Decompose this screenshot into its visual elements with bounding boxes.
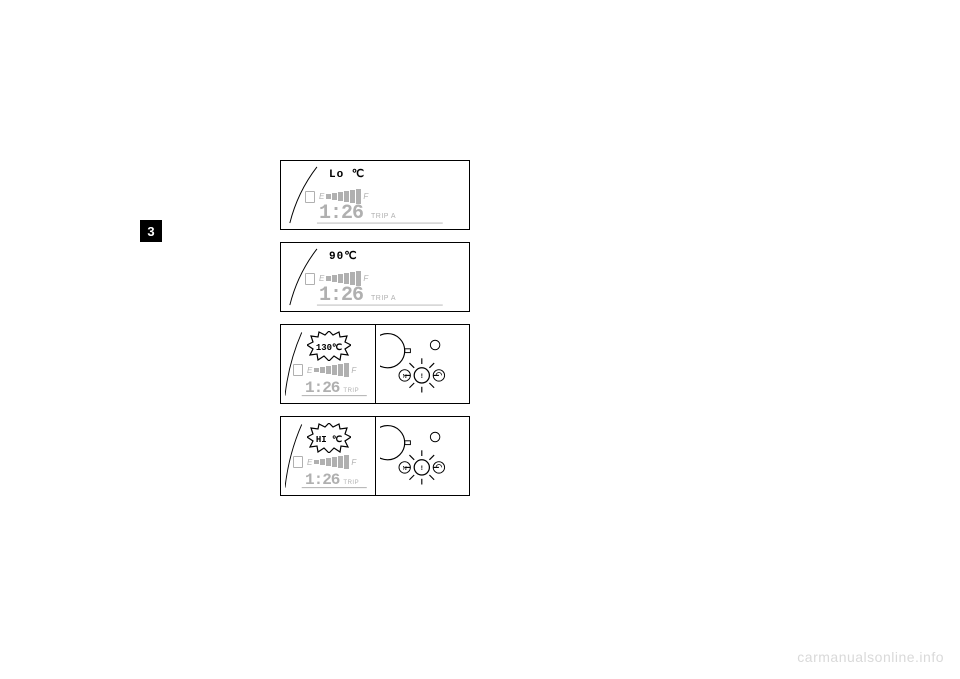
fuel-full-label: F	[351, 366, 356, 375]
fuel-bar	[314, 368, 319, 372]
trip-label: TRIP A	[371, 213, 396, 220]
lcd-panel-130-warning: 130℃ E F 1:26 TRIP	[280, 324, 470, 404]
warning-burst-icon: HI ℃	[307, 423, 351, 453]
fuel-bar	[344, 273, 349, 284]
chapter-number: 3	[147, 224, 154, 239]
fuel-bar	[326, 366, 331, 374]
fuel-pump-icon	[293, 364, 303, 376]
fuel-bar	[338, 364, 343, 376]
gauge-cluster-svg: ! N	[380, 421, 466, 491]
neutral-letter: N	[402, 466, 406, 472]
fuel-pump-icon	[293, 456, 303, 468]
fuel-full-label: F	[351, 458, 356, 467]
main-gauge-icon	[380, 426, 405, 460]
fuel-pump-icon	[305, 273, 315, 285]
fuel-bar	[326, 458, 331, 466]
fuel-bar	[320, 367, 325, 373]
fuel-bar	[332, 193, 337, 200]
svg-text:!: !	[420, 465, 422, 472]
clock-row: 1:26 TRIP A	[319, 284, 396, 307]
clock-row: 1:26 TRIP	[305, 471, 359, 489]
neutral-letter: N	[402, 374, 406, 380]
lcd-content: 90℃ E F 1:26 TRIP A	[287, 247, 463, 307]
burst-text: 130℃	[316, 342, 342, 353]
fuel-gauge: E F	[293, 455, 357, 469]
trip-label: TRIP	[343, 480, 359, 486]
clock-digits: 1:26	[319, 284, 363, 307]
main-gauge-icon	[380, 334, 405, 368]
lcd-content: Lo ℃ E F 1:26 TRIP A	[287, 165, 463, 225]
fuel-empty-label: E	[319, 274, 324, 283]
lcd-panel-lo: Lo ℃ E F 1:26 TRIP A	[280, 160, 470, 230]
fuel-bar	[332, 275, 337, 282]
fuel-empty-label: E	[307, 366, 312, 375]
clock-row: 1:26 TRIP A	[319, 202, 396, 225]
fuel-bar	[344, 191, 349, 202]
trip-label: TRIP A	[371, 295, 396, 302]
warning-burst-icon: 130℃	[307, 331, 351, 361]
fuel-bar	[344, 363, 349, 377]
small-indicator-icon	[430, 340, 440, 350]
fuel-bar	[326, 276, 331, 281]
chapter-tab: 3	[140, 220, 162, 242]
fuel-bar	[338, 192, 343, 201]
lcd-panel-hi-warning: HI ℃ E F 1:26 TRIP	[280, 416, 470, 496]
fuel-gauge: E F	[293, 363, 357, 377]
fuel-bar	[320, 459, 325, 465]
fuel-bar	[338, 274, 343, 283]
engine-warning-indicator: !	[404, 358, 438, 392]
fuel-bar	[338, 456, 343, 468]
clock-digits: 1:26	[305, 379, 339, 397]
svg-text:!: !	[420, 373, 422, 380]
watermark-text: carmanualsonline.info	[797, 649, 944, 665]
fuel-bar	[314, 460, 319, 464]
temp-readout: Lo ℃	[329, 167, 365, 181]
clock-row: 1:26 TRIP	[305, 379, 359, 397]
fuel-empty-label: E	[319, 192, 324, 201]
clock-digits: 1:26	[305, 471, 339, 489]
fuel-bar	[332, 457, 337, 467]
lcd-content: 130℃ E F 1:26 TRIP	[285, 329, 371, 399]
fuel-bar	[332, 365, 337, 375]
fuel-empty-label: E	[307, 458, 312, 467]
indicator-cluster: ! N	[376, 325, 470, 403]
fuel-full-label: F	[363, 274, 368, 283]
gauge-stem	[404, 349, 410, 353]
burst-text: HI ℃	[316, 434, 342, 445]
engine-warning-indicator: !	[404, 450, 438, 484]
indicator-cluster: ! N	[376, 417, 470, 495]
trip-label: TRIP	[343, 388, 359, 394]
fuel-bar	[344, 455, 349, 469]
fuel-pump-icon	[305, 191, 315, 203]
lcd-panel-90: 90℃ E F 1:26 TRIP A	[280, 242, 470, 312]
lcd-left: 130℃ E F 1:26 TRIP	[281, 325, 376, 403]
lcd-left: HI ℃ E F 1:26 TRIP	[281, 417, 376, 495]
small-indicator-icon	[430, 432, 440, 442]
gauge-stem	[404, 441, 410, 445]
gauge-cluster-svg: ! N	[380, 329, 466, 399]
fuel-bar	[326, 194, 331, 199]
fuel-full-label: F	[363, 192, 368, 201]
clock-digits: 1:26	[319, 202, 363, 225]
figure-column: Lo ℃ E F 1:26 TRIP A	[280, 160, 470, 508]
temp-readout: 90℃	[329, 249, 358, 263]
lcd-content: HI ℃ E F 1:26 TRIP	[285, 421, 371, 491]
